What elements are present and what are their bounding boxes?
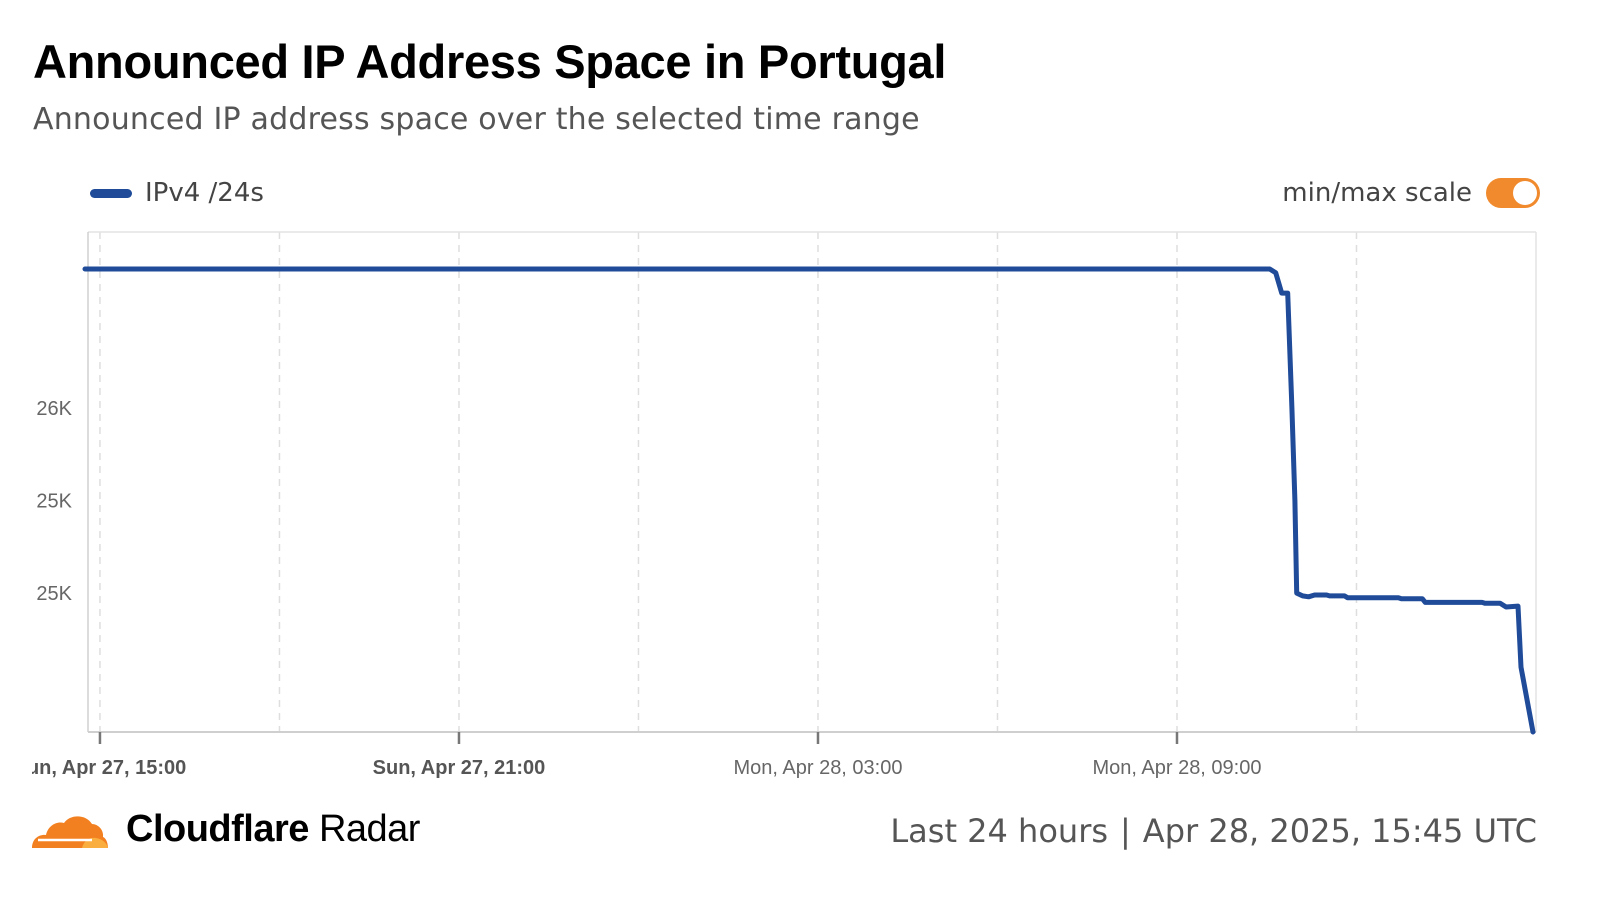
scale-toggle-label: min/max scale <box>1282 178 1472 208</box>
x-tick-labels: Sun, Apr 27, 15:00 Sun, Apr 27, 21:00 Mon,… <box>14 757 1261 779</box>
brand-name-light: Radar <box>308 808 421 850</box>
timestamp-label: Apr 28, 2025, 15:45 UTC <box>1142 812 1537 850</box>
brand-name: Cloudflare Radar <box>126 808 420 851</box>
y-tick-labels: 26K 25K 25K <box>36 398 72 605</box>
axes <box>87 231 1537 744</box>
chart-legend[interactable]: IPv4 /24s <box>90 178 264 208</box>
x-tick-label: Mon, Apr 28, 03:00 <box>733 757 902 779</box>
time-range-label: Last 24 hours <box>890 812 1109 850</box>
series-lines[interactable] <box>82 266 1536 735</box>
y-tick-label: 26K <box>36 398 72 420</box>
brand[interactable]: Cloudflare Radar <box>30 808 420 851</box>
brand-name-bold: Cloudflare <box>126 808 309 850</box>
legend-swatch <box>90 188 132 198</box>
time-range-info: Last 24 hours | Apr 28, 2025, 15:45 UTC <box>890 812 1537 850</box>
page-title: Announced IP Address Space in Portugal <box>33 35 947 88</box>
min-max-scale-control[interactable]: min/max scale <box>1282 178 1540 208</box>
scale-toggle-switch[interactable] <box>1486 178 1540 208</box>
page-subtitle: Announced IP address space over the sele… <box>33 102 920 137</box>
series-line-ipv4[interactable] <box>82 266 1536 735</box>
x-tick-label: Sun, Apr 27, 15:00 <box>14 757 187 779</box>
grid-lines <box>99 232 1358 732</box>
x-tick-label: Mon, Apr 28, 09:00 <box>1092 757 1261 779</box>
y-tick-label: 25K <box>36 491 72 513</box>
cloudflare-cloud-icon <box>32 815 108 848</box>
separator: | <box>1120 812 1131 850</box>
toggle-knob <box>1513 181 1537 205</box>
y-tick-label: 25K <box>36 583 72 605</box>
x-tick-label: Sun, Apr 27, 21:00 <box>373 757 546 779</box>
legend-label: IPv4 /24s <box>145 178 264 208</box>
